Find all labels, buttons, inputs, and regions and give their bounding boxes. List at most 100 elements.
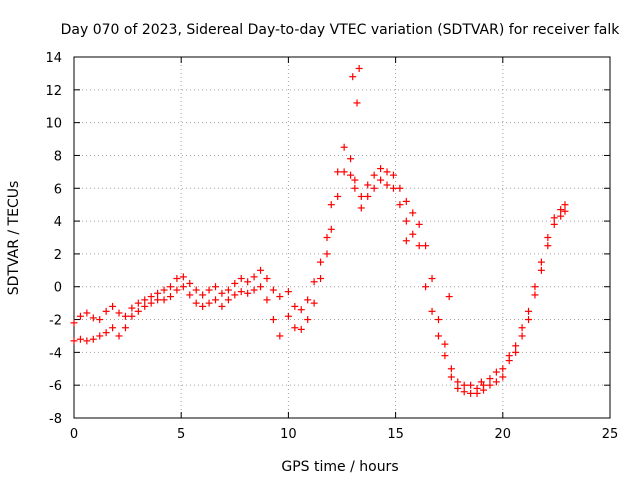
data-point <box>389 184 397 192</box>
data-point <box>269 316 277 324</box>
y-tick-label: 10 <box>45 117 62 132</box>
data-point <box>428 307 436 315</box>
data-point <box>477 378 485 386</box>
data-point <box>244 278 252 286</box>
grid <box>74 57 610 418</box>
data-point <box>351 184 359 192</box>
data-point <box>454 384 462 392</box>
data-point <box>317 258 325 266</box>
data-point <box>257 266 265 274</box>
data-point <box>76 335 84 343</box>
data-point <box>121 324 129 332</box>
data-point <box>383 168 391 176</box>
data-point <box>347 171 355 179</box>
data-point <box>269 286 277 294</box>
data-point <box>505 357 513 365</box>
data-point <box>454 378 462 386</box>
data-point <box>244 289 252 297</box>
data-point <box>402 237 410 245</box>
data-point <box>561 207 569 215</box>
data-point <box>486 381 494 389</box>
data-point <box>544 234 552 241</box>
data-point <box>224 286 232 294</box>
data-point <box>186 279 194 287</box>
data-point <box>473 389 481 397</box>
data-point <box>434 316 442 324</box>
data-point <box>486 375 494 383</box>
y-tick-label: 4 <box>54 215 62 230</box>
data-point <box>402 197 410 205</box>
data-point <box>544 242 552 250</box>
data-point <box>364 181 372 189</box>
data-point <box>525 316 533 324</box>
data-point <box>96 316 104 324</box>
data-point <box>492 368 500 376</box>
data-point <box>340 143 348 151</box>
x-tick-label: 5 <box>177 427 185 442</box>
data-point <box>557 206 565 214</box>
data-point <box>284 288 292 296</box>
data-point <box>115 332 123 340</box>
y-tick-label: 2 <box>54 248 62 263</box>
data-point <box>179 273 187 281</box>
data-point <box>76 312 84 320</box>
data-point <box>557 212 565 220</box>
data-point <box>237 275 245 283</box>
data-point <box>434 332 442 340</box>
data-point <box>212 296 220 304</box>
data-point <box>364 192 372 200</box>
x-tick-label: 20 <box>495 427 512 442</box>
data-point <box>310 278 318 286</box>
y-tick-label: 8 <box>54 149 62 164</box>
data-point <box>173 286 181 294</box>
data-point <box>96 332 104 340</box>
data-point <box>83 337 91 345</box>
data-point <box>297 325 305 333</box>
data-point <box>109 324 117 332</box>
data-point <box>377 176 385 184</box>
data-point <box>334 168 342 176</box>
data-point <box>415 220 423 228</box>
data-point <box>284 312 292 320</box>
y-tick-label: 6 <box>54 182 62 197</box>
data-point <box>141 302 149 310</box>
data-point <box>550 214 558 222</box>
data-point <box>370 171 378 179</box>
data-point <box>349 73 357 81</box>
data-point <box>218 289 226 297</box>
data-point <box>250 286 258 294</box>
data-point <box>480 386 488 394</box>
data-point <box>291 302 299 310</box>
data-point <box>237 288 245 296</box>
data-point <box>531 291 539 299</box>
plot-frame <box>73 56 611 419</box>
x-tick-label: 0 <box>70 427 78 442</box>
data-point <box>199 302 207 310</box>
data-point <box>467 389 475 397</box>
data-point <box>179 283 187 291</box>
data-point <box>276 293 284 301</box>
data-point <box>147 299 155 307</box>
data-point <box>173 275 181 283</box>
data-point <box>166 293 174 301</box>
data-point <box>70 319 78 327</box>
data-point <box>512 348 520 356</box>
data-point <box>192 286 200 294</box>
data-point <box>276 332 284 340</box>
data-point <box>263 296 271 304</box>
x-axis-label: GPS time / hours <box>281 459 398 475</box>
data-point <box>492 378 500 386</box>
data-point <box>428 275 436 283</box>
y-tick-label: -8 <box>49 412 62 427</box>
data-point <box>89 335 97 343</box>
data-point <box>550 220 558 228</box>
data-point <box>89 314 97 322</box>
data-point <box>192 299 200 307</box>
data-point <box>141 296 149 304</box>
data-point <box>441 340 449 348</box>
data-point <box>377 165 385 173</box>
data-point <box>310 299 318 307</box>
y-tick-label: -4 <box>49 346 62 361</box>
data-point <box>537 266 545 274</box>
